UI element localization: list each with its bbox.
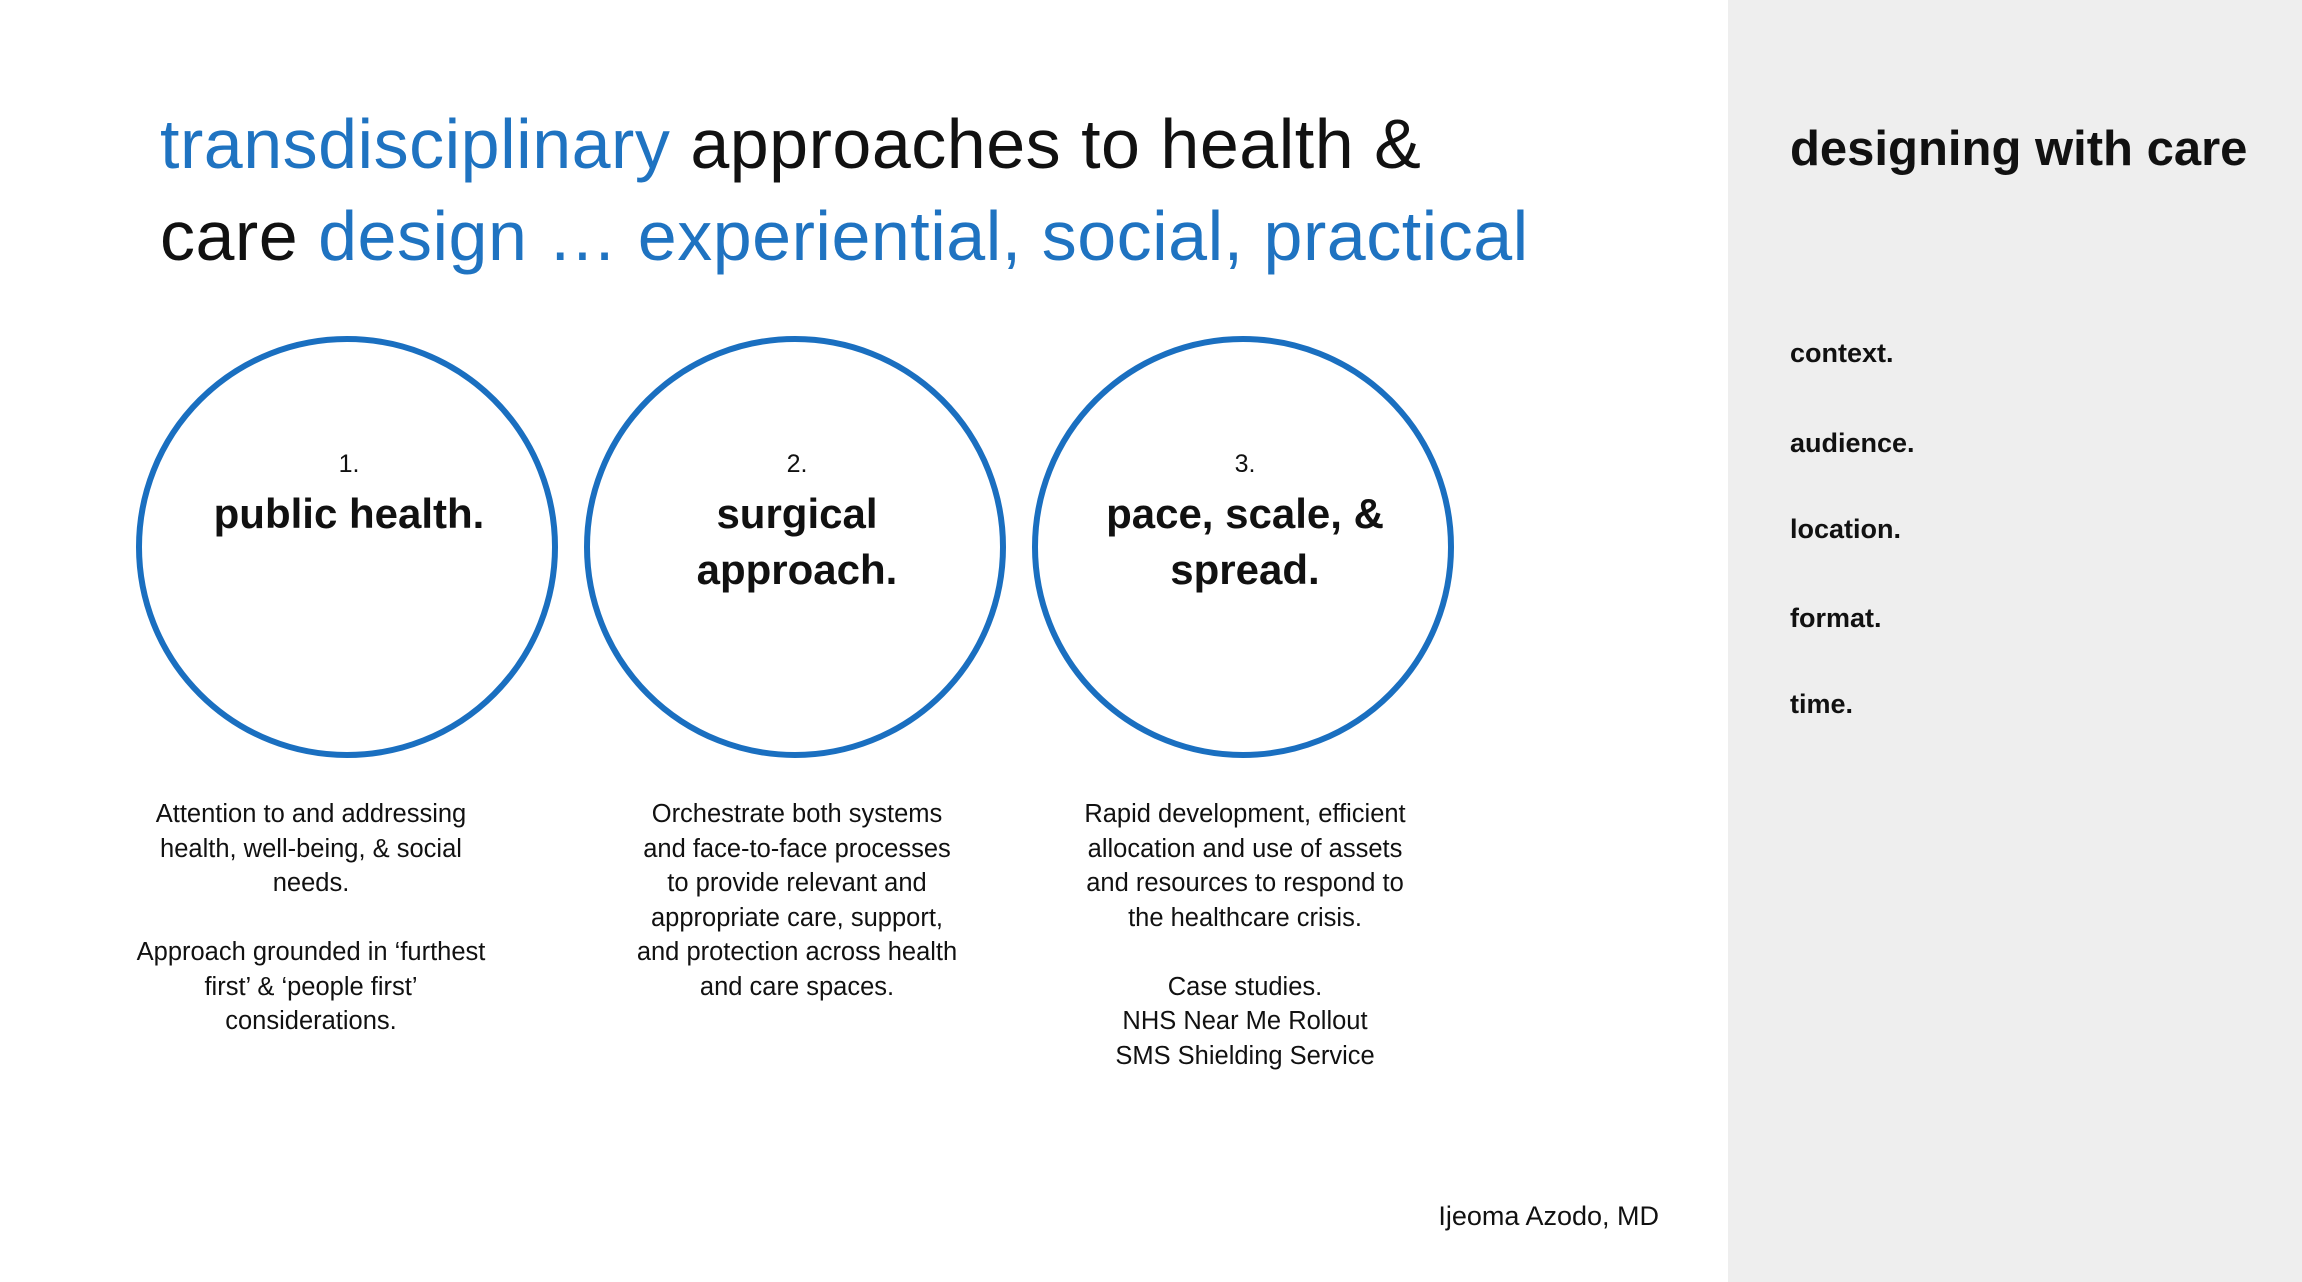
side-panel: designing with care context. audience. l… (1728, 0, 2302, 1282)
title-highlight: transdisciplinary (160, 105, 671, 183)
panel-title: designing with care (1790, 122, 2248, 176)
title-text: care (160, 197, 319, 275)
description-paragraph: Approach grounded in ‘furthest first’ & … (136, 938, 486, 1035)
panel-item: format. (1790, 603, 1882, 633)
circle-description: Attention to and addressing health, well… (131, 797, 491, 1073)
slide-title: transdisciplinary approaches to health &… (160, 98, 1529, 282)
panel-item: context. (1790, 338, 1894, 368)
author-credit: Ijeoma Azodo, MD (1438, 1201, 1659, 1231)
circle-description: Rapid development, efficient allocation … (1075, 797, 1415, 1108)
description-paragraph: Case studies. NHS Near Me Rollout SMS Sh… (1115, 972, 1375, 1070)
circle-title: public health. (213, 490, 485, 537)
description-paragraph: Rapid development, efficient allocation … (1084, 800, 1406, 932)
description-paragraph: Attention to and addressing health, well… (155, 800, 467, 897)
title-text: approaches to health & (670, 105, 1422, 183)
circle-title: pace, scale, & spread. (1106, 490, 1384, 593)
circle-number: 3. (1234, 450, 1256, 478)
panel-item: time. (1790, 689, 1854, 719)
circle-pace-scale-spread (1032, 336, 1454, 758)
circle-surgical-approach (584, 336, 1006, 758)
circle-description: Orchestrate both systems and face-to-fac… (632, 797, 962, 1039)
circle-number: 2. (786, 450, 808, 478)
description-paragraph: Orchestrate both systems and face-to-fac… (636, 800, 958, 1001)
circle-public-health (136, 336, 558, 758)
panel-item: location. (1790, 514, 1902, 544)
circle-title: surgical approach. (696, 490, 898, 593)
circle-number: 1. (338, 450, 360, 478)
title-highlight: design … experiential, social, practical (318, 197, 1529, 275)
panel-item: audience. (1790, 428, 1915, 458)
